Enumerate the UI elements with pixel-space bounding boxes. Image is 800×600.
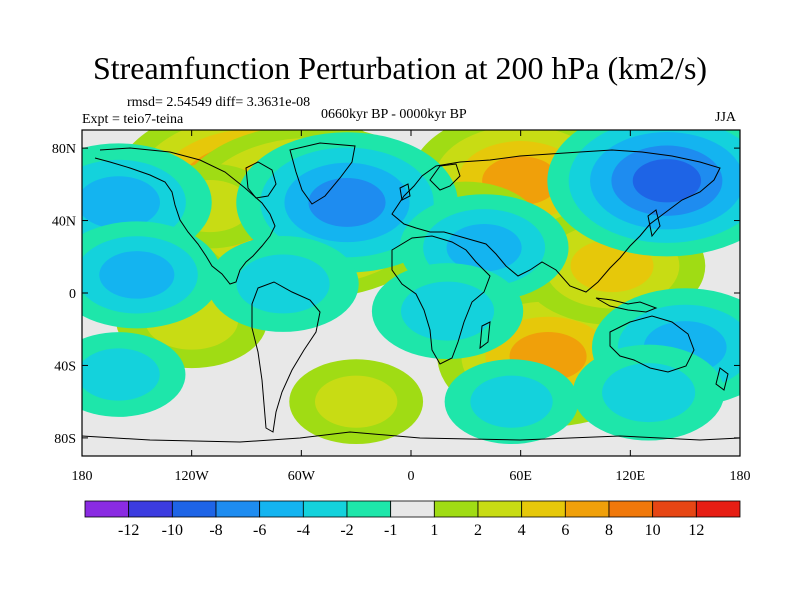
coastlines xyxy=(82,142,740,443)
lat-tick-label: 0 xyxy=(69,287,76,302)
coastline-new-zealand xyxy=(715,367,729,391)
lon-tick-label: 60E xyxy=(509,469,532,484)
colorbar-label: 12 xyxy=(688,522,704,539)
colorbar-label: -4 xyxy=(297,522,310,539)
coastline-australia xyxy=(609,315,695,373)
coastline-madagascar xyxy=(479,321,491,350)
colorbar-label: -1 xyxy=(384,522,397,539)
lat-tick-label: 80N xyxy=(52,142,76,157)
colorbar-label: -10 xyxy=(162,522,183,539)
colorbar-swatch xyxy=(84,500,130,518)
lon-tick-label: 120W xyxy=(175,469,210,484)
contour-feature-11-level-2 xyxy=(82,176,160,229)
contour-feature-17-level-1 xyxy=(400,281,495,341)
coastline-uk xyxy=(399,183,411,201)
colorbar-label: -12 xyxy=(118,522,139,539)
lon-tick-label: 120E xyxy=(616,469,646,484)
colorbar-swatch xyxy=(215,500,261,518)
contour-feature-10-level-3 xyxy=(308,178,386,227)
colorbar-swatch xyxy=(128,500,173,518)
lon-axis: 180 120W 60W 0 60E 120E 180 xyxy=(72,469,751,484)
colorbar-swatch xyxy=(564,500,610,518)
lat-axis: 80N 40N 0 40S 80S xyxy=(52,142,76,447)
colorbar-swatch xyxy=(346,500,392,518)
contour-field xyxy=(82,130,740,445)
season-label: JJA xyxy=(715,110,737,125)
coastline-japan xyxy=(647,209,661,238)
colorbar-swatch xyxy=(259,500,304,518)
colorbar-swatch xyxy=(652,500,697,518)
contour-feature-19-level-1 xyxy=(470,375,553,428)
lat-tick-label: 40N xyxy=(52,215,76,230)
colorbar-swatch xyxy=(477,500,523,518)
coastline-indonesia xyxy=(595,297,658,313)
colorbar-swatch xyxy=(608,500,654,518)
colorbar-label: 6 xyxy=(561,522,569,539)
colorbar-label: -8 xyxy=(209,522,222,539)
contour-feature-7-level-1 xyxy=(314,375,398,428)
colorbar-swatch xyxy=(171,500,217,518)
contour-feature-13-level-2 xyxy=(446,223,522,272)
coastline-north-america xyxy=(94,147,276,285)
colorbar-swatch xyxy=(695,500,741,518)
coastline-scandinavia xyxy=(429,163,461,191)
stats-text: rmsd= 2.54549 diff= 3.3631e-08 xyxy=(127,95,311,110)
experiment-label: Expt = teio7-teina xyxy=(82,112,184,127)
coastline-south-america xyxy=(251,281,321,433)
colorbar-label: -2 xyxy=(340,522,353,539)
coastline-hudson-bay xyxy=(245,161,277,199)
colorbar-label: -6 xyxy=(253,522,266,539)
lat-tick-label: 80S xyxy=(54,432,76,447)
axis-ticks xyxy=(81,130,741,456)
lon-tick-label: 180 xyxy=(730,469,751,484)
coastline-eurasia xyxy=(391,149,721,293)
contour-feature-16-level-1 xyxy=(236,254,330,314)
colorbar-swatch xyxy=(521,500,566,518)
lon-tick-label: 60W xyxy=(288,469,316,484)
colorbar-swatch xyxy=(302,500,348,518)
colorbar-label: 10 xyxy=(645,522,661,539)
chart-title: Streamfunction Perturbation at 200 hPa (… xyxy=(92,50,708,86)
colorbar-swatch xyxy=(433,500,479,518)
lat-tick-label: 40S xyxy=(54,359,76,374)
contour-feature-15-level-1 xyxy=(602,363,696,423)
coastline-antarctica xyxy=(82,431,740,443)
colorbar: -12 -10 -8 -6 -4 -2 -1 1 2 4 6 8 10 12 xyxy=(84,500,741,539)
colorbar-label: 1 xyxy=(430,522,438,539)
colorbar-label: 8 xyxy=(605,522,613,539)
lon-tick-label: 180 xyxy=(72,469,93,484)
colorbar-label: 2 xyxy=(474,522,482,539)
lon-tick-label: 0 xyxy=(408,469,415,484)
period-label: 0660kyr BP - 0000kyr BP xyxy=(321,107,467,122)
contour-feature-9-level-4 xyxy=(632,159,702,203)
contour-feature-18-level-1 xyxy=(82,348,160,401)
colorbar-swatch xyxy=(390,500,435,518)
coastline-africa xyxy=(391,235,491,365)
contour-feature-14-level-2 xyxy=(99,251,175,299)
coastline-greenland xyxy=(289,142,356,205)
colorbar-label: 4 xyxy=(518,522,526,539)
